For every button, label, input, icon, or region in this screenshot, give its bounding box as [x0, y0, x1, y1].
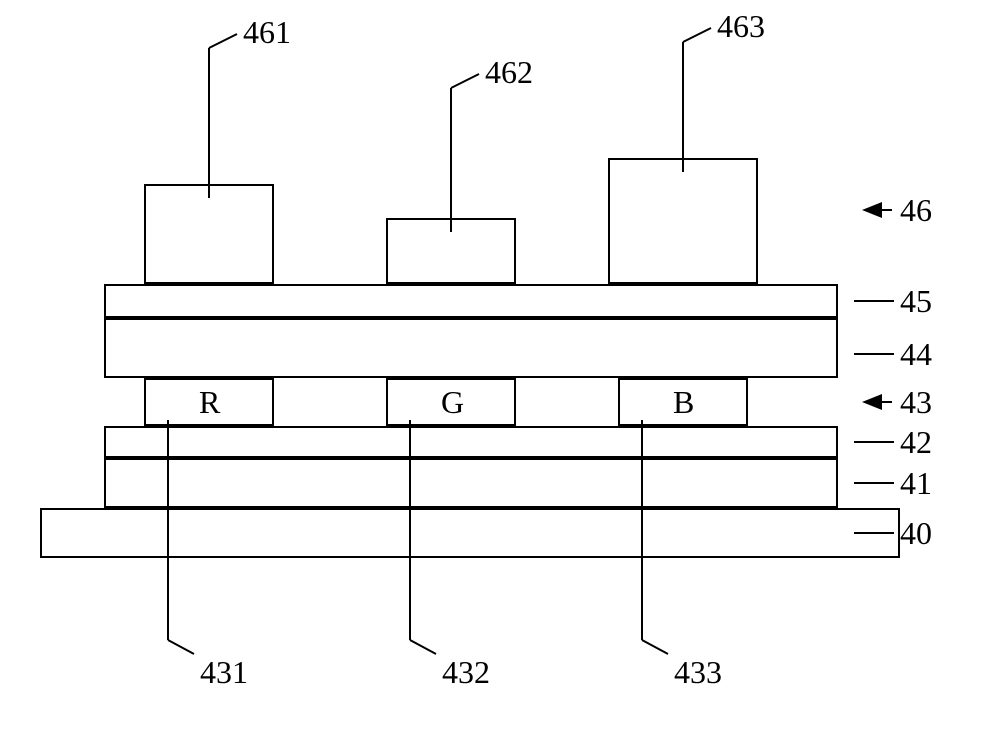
callout-433: 433	[674, 654, 722, 691]
diagram-canvas: RGB40414243444546461462463431432433	[0, 0, 1000, 754]
